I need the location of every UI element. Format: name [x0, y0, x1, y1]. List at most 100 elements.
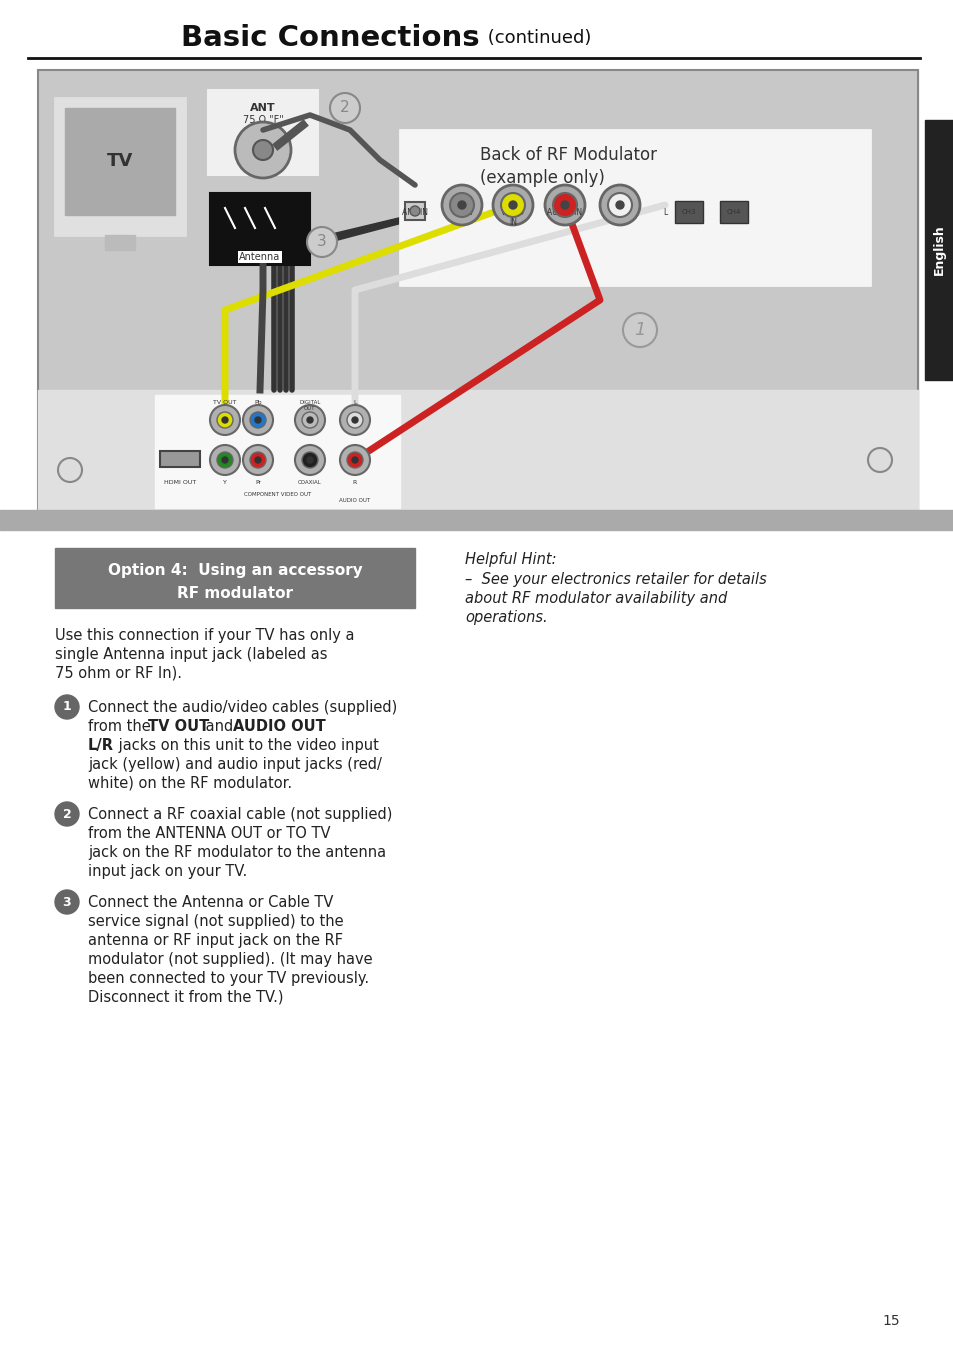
Text: RF modulator: RF modulator: [177, 586, 293, 602]
Text: TV OUT: TV OUT: [148, 720, 209, 734]
Text: 3: 3: [316, 235, 327, 250]
Text: L: L: [353, 400, 356, 405]
Bar: [405, 202, 424, 220]
Circle shape: [222, 417, 228, 423]
Text: Pr: Pr: [254, 481, 261, 485]
Text: R: R: [617, 208, 622, 217]
Text: been connected to your TV previously.: been connected to your TV previously.: [88, 971, 369, 986]
Text: 75 Ω "F": 75 Ω "F": [242, 115, 283, 126]
Text: antenna or RF input jack on the RF: antenna or RF input jack on the RF: [88, 933, 343, 948]
Circle shape: [339, 446, 370, 475]
Circle shape: [234, 122, 291, 178]
Bar: [720, 201, 747, 223]
Text: from the: from the: [88, 720, 155, 734]
Text: 2: 2: [63, 807, 71, 821]
Text: English: English: [932, 224, 945, 275]
Text: input jack on your TV.: input jack on your TV.: [88, 864, 247, 879]
Circle shape: [294, 446, 325, 475]
Text: Antenna: Antenna: [239, 252, 280, 262]
Circle shape: [352, 458, 357, 463]
Circle shape: [441, 185, 481, 225]
Bar: [38, 390, 917, 510]
Text: TV: TV: [107, 153, 133, 170]
Text: Connect the Antenna or Cable TV: Connect the Antenna or Cable TV: [88, 895, 333, 910]
Bar: [208, 90, 317, 176]
Text: ANT IN: ANT IN: [401, 208, 428, 217]
Text: about RF modulator availability and: about RF modulator availability and: [464, 591, 726, 606]
Text: 1: 1: [634, 321, 645, 339]
Text: Back of RF Modulator: Back of RF Modulator: [479, 146, 657, 163]
Text: jack (yellow) and audio input jacks (red/: jack (yellow) and audio input jacks (red…: [88, 757, 381, 772]
Text: –  See your electronics retailer for details: – See your electronics retailer for deta…: [464, 572, 766, 587]
Text: HDMI OUT: HDMI OUT: [164, 481, 196, 485]
Text: Use this connection if your TV has only a: Use this connection if your TV has only …: [55, 628, 355, 643]
Circle shape: [210, 405, 240, 435]
Bar: [55, 548, 415, 608]
Text: ANT: ANT: [250, 103, 275, 113]
Circle shape: [302, 412, 317, 428]
Bar: [924, 120, 953, 379]
Text: R: R: [353, 481, 356, 485]
Text: TV OUT: TV OUT: [213, 400, 236, 405]
Text: CH4: CH4: [726, 209, 740, 215]
Text: and: and: [201, 720, 237, 734]
Bar: [65, 108, 174, 215]
Text: Basic Connections: Basic Connections: [181, 24, 479, 53]
Text: operations.: operations.: [464, 610, 547, 625]
Circle shape: [222, 458, 228, 463]
Circle shape: [509, 201, 517, 209]
Circle shape: [544, 185, 584, 225]
Text: Helpful Hint:: Helpful Hint:: [464, 552, 556, 567]
Circle shape: [347, 412, 363, 428]
Circle shape: [243, 446, 273, 475]
Circle shape: [307, 227, 336, 256]
Circle shape: [250, 452, 266, 468]
Text: 15: 15: [882, 1314, 899, 1328]
Bar: [675, 201, 702, 223]
Text: Disconnect it from the TV.): Disconnect it from the TV.): [88, 990, 283, 1004]
Circle shape: [457, 201, 465, 209]
Text: Connect a RF coaxial cable (not supplied): Connect a RF coaxial cable (not supplied…: [88, 807, 392, 822]
Text: Option 4:  Using an accessory: Option 4: Using an accessory: [108, 563, 362, 578]
Circle shape: [216, 412, 233, 428]
Circle shape: [607, 193, 631, 217]
Text: 1: 1: [63, 701, 71, 714]
Circle shape: [55, 890, 79, 914]
Text: from the ANTENNA OUT or TO TV: from the ANTENNA OUT or TO TV: [88, 826, 330, 841]
Text: TO TV: TO TV: [450, 208, 473, 217]
Circle shape: [302, 452, 317, 468]
Text: Pb: Pb: [253, 400, 261, 405]
Text: 3: 3: [63, 895, 71, 909]
Text: VIDEO
IN: VIDEO IN: [500, 208, 524, 227]
Bar: [105, 235, 135, 250]
Circle shape: [250, 412, 266, 428]
Circle shape: [254, 417, 261, 423]
Circle shape: [622, 313, 657, 347]
Text: Y: Y: [223, 481, 227, 485]
Text: white) on the RF modulator.: white) on the RF modulator.: [88, 776, 292, 791]
Text: 75 ohm or RF In).: 75 ohm or RF In).: [55, 666, 182, 680]
Text: CH3: CH3: [681, 209, 696, 215]
Text: modulator (not supplied). (It may have: modulator (not supplied). (It may have: [88, 952, 373, 967]
Bar: [154, 396, 399, 508]
Circle shape: [339, 405, 370, 435]
Circle shape: [347, 452, 363, 468]
Text: service signal (not supplied) to the: service signal (not supplied) to the: [88, 914, 343, 929]
Circle shape: [243, 405, 273, 435]
Circle shape: [58, 458, 82, 482]
Circle shape: [210, 446, 240, 475]
Circle shape: [253, 140, 273, 161]
Bar: [0, 510, 953, 531]
Text: AUDIO OUT: AUDIO OUT: [339, 498, 370, 504]
Circle shape: [307, 417, 313, 423]
Text: L/R: L/R: [88, 738, 113, 753]
Circle shape: [352, 417, 357, 423]
Circle shape: [55, 695, 79, 720]
Bar: [38, 70, 917, 514]
Text: jack on the RF modulator to the antenna: jack on the RF modulator to the antenna: [88, 845, 386, 860]
Circle shape: [553, 193, 577, 217]
Circle shape: [867, 448, 891, 472]
Bar: [210, 193, 310, 265]
Text: DIGITAL
OUT: DIGITAL OUT: [299, 400, 320, 410]
Bar: [399, 130, 869, 285]
